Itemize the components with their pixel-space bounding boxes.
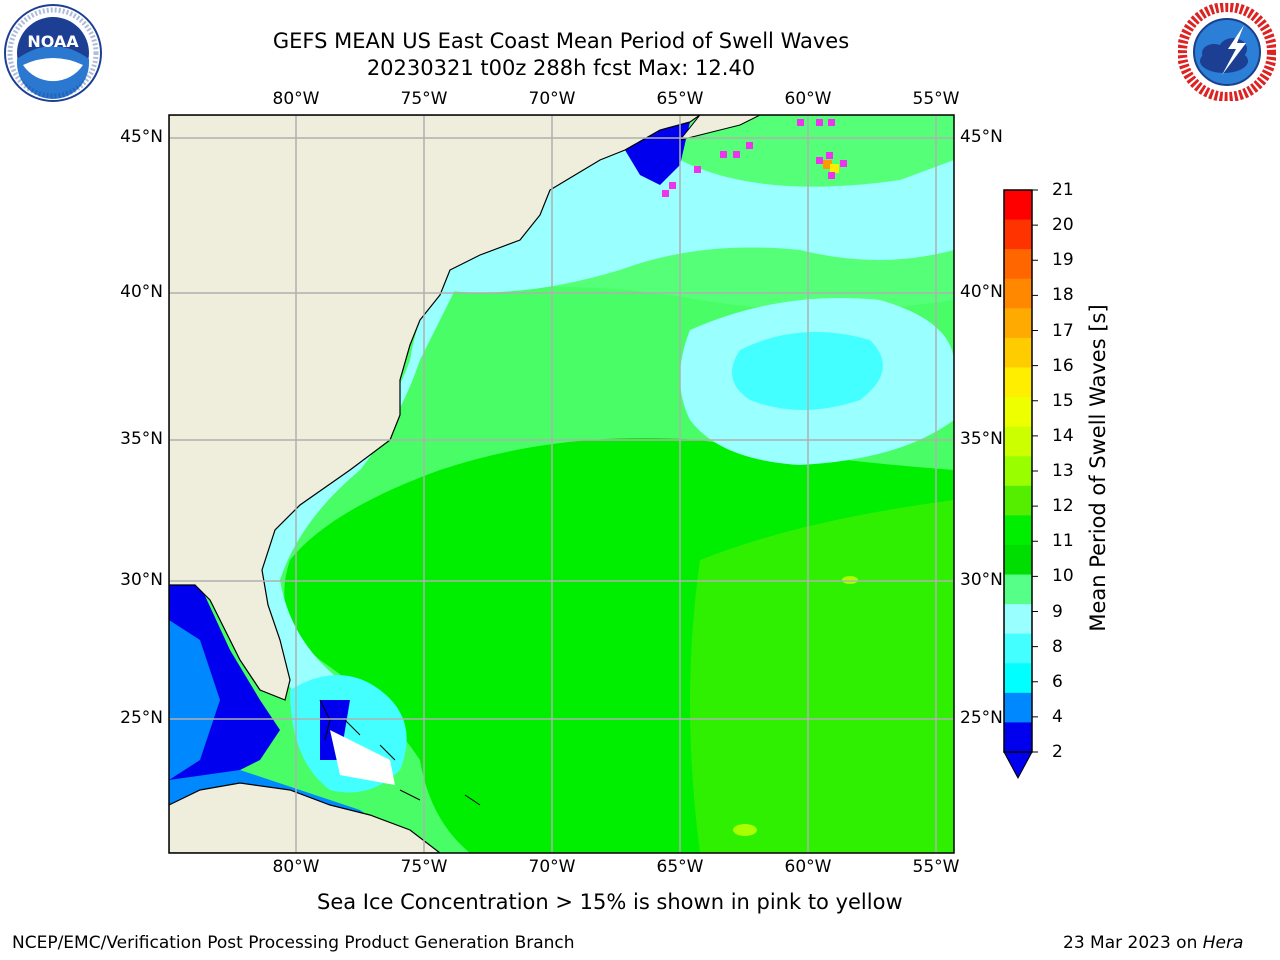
colorbar-tick-label: 20 <box>1052 215 1074 236</box>
ice-note: Sea Ice Concentration > 15% is shown in … <box>317 890 903 914</box>
lon-label-top: 55°W <box>912 89 960 109</box>
lon-label-top: 65°W <box>656 89 704 109</box>
colorbar-swatch <box>1004 663 1032 694</box>
lon-label-bottom: 65°W <box>656 857 704 877</box>
colorbar-tick-label: 2 <box>1052 742 1063 762</box>
colorbar-swatch <box>1004 397 1032 428</box>
colorbar-swatch <box>1004 190 1032 221</box>
colorbar-tick-label: 17 <box>1052 320 1074 341</box>
field-11-12s <box>690 500 954 853</box>
lat-label-left: 45°N <box>120 127 163 147</box>
colorbar-tick-label: 8 <box>1052 636 1063 657</box>
lat-label-right: 45°N <box>960 127 1003 147</box>
colorbar-swatch <box>1004 604 1032 635</box>
lon-label-top: 75°W <box>400 89 448 109</box>
noaa-logo-text: NOAA <box>27 32 79 51</box>
lat-label-right: 30°N <box>960 570 1003 590</box>
colorbar-swatch <box>1004 219 1032 250</box>
colorbar-swatch <box>1004 722 1032 753</box>
lon-label-bottom: 60°W <box>784 857 832 877</box>
branch-credit: NCEP/EMC/Verification Post Processing Pr… <box>12 933 575 953</box>
land-cuba <box>169 782 441 853</box>
lat-label-left: 25°N <box>120 708 163 728</box>
field-bahamas-nodata <box>330 730 395 785</box>
lat-label-right: 35°N <box>960 429 1003 449</box>
colorbar-tick-label: 9 <box>1052 601 1063 622</box>
colorbar-tick-label: 4 <box>1052 706 1063 727</box>
colorbar-swatch <box>1004 485 1032 516</box>
lat-label-left: 40°N <box>120 282 163 302</box>
colorbar-swatch <box>1004 544 1032 576</box>
noaa-logo: NOAA <box>4 4 102 102</box>
colorbar-swatch <box>1004 692 1032 723</box>
colorbar-swatch <box>1004 633 1032 664</box>
colorbar-tick-label: 11 <box>1052 531 1074 552</box>
lon-label-top: 80°W <box>272 89 320 109</box>
land-bahamas <box>319 699 481 806</box>
colorbar-tick-label: 10 <box>1052 566 1074 587</box>
lon-label-bottom: 55°W <box>912 857 960 877</box>
map-graticule <box>169 115 954 853</box>
date-credit: 23 Mar 2023 on Hera <box>1063 932 1243 954</box>
lon-label-bottom: 70°W <box>528 857 576 877</box>
map-frame <box>168 114 955 854</box>
machine-name: Hera <box>1202 933 1244 953</box>
land-north-america <box>169 115 702 701</box>
colorbar-extend-arrow <box>1003 751 1033 780</box>
colorbar-tick-label: 12 <box>1052 496 1074 517</box>
lon-label-bottom: 75°W <box>400 857 448 877</box>
sea-ice-pixels <box>662 119 847 197</box>
colorbar-tick-label: 13 <box>1052 461 1074 481</box>
colorbar-swatch <box>1004 426 1032 457</box>
colorbar-tick-label: 14 <box>1052 425 1074 446</box>
land-nova-scotia <box>678 115 761 141</box>
lat-label-right: 25°N <box>960 708 1003 728</box>
colorbar-swatch <box>1004 308 1032 339</box>
colorbar-swatch <box>1004 515 1032 546</box>
colorbar-tick-label: 21 <box>1052 180 1074 200</box>
colorbar-tick-label: 15 <box>1052 390 1074 411</box>
date-text: 23 Mar 2023 on <box>1063 933 1198 953</box>
map-subtitle: 20230321 t00z 288h fcst Max: 12.40 <box>366 56 756 80</box>
lon-label-top: 60°W <box>784 89 832 109</box>
colorbar <box>1003 189 1038 780</box>
lat-label-right: 40°N <box>960 282 1003 302</box>
colorbar-swatch <box>1004 278 1032 309</box>
colorbar-swatch <box>1004 456 1032 487</box>
colorbar-tick-label: 6 <box>1052 671 1063 692</box>
lat-label-left: 30°N <box>120 570 163 590</box>
field-gulf-4-6s <box>169 620 220 780</box>
colorbar-swatch <box>1004 337 1032 368</box>
lat-label-left: 35°N <box>120 429 163 449</box>
colorbar-swatch <box>1004 574 1032 605</box>
colorbar-tick-label: 16 <box>1052 355 1074 376</box>
colorbar-swatch <box>1004 367 1032 398</box>
colorbar-tick-label: 18 <box>1052 285 1074 306</box>
lon-label-bottom: 80°W <box>272 857 320 877</box>
colorbar-tick-label: 19 <box>1052 250 1074 271</box>
colorbar-title: Mean Period of Swell Waves [s] <box>1086 304 1110 632</box>
field-12s-spot <box>733 824 757 836</box>
nws-logo <box>1178 3 1276 101</box>
map-title: GEFS MEAN US East Coast Mean Period of S… <box>272 29 850 53</box>
field-12s-spot-2 <box>842 576 858 584</box>
colorbar-frame <box>1003 189 1033 753</box>
colorbar-swatch <box>1004 249 1032 280</box>
lon-label-top: 70°W <box>528 89 576 109</box>
